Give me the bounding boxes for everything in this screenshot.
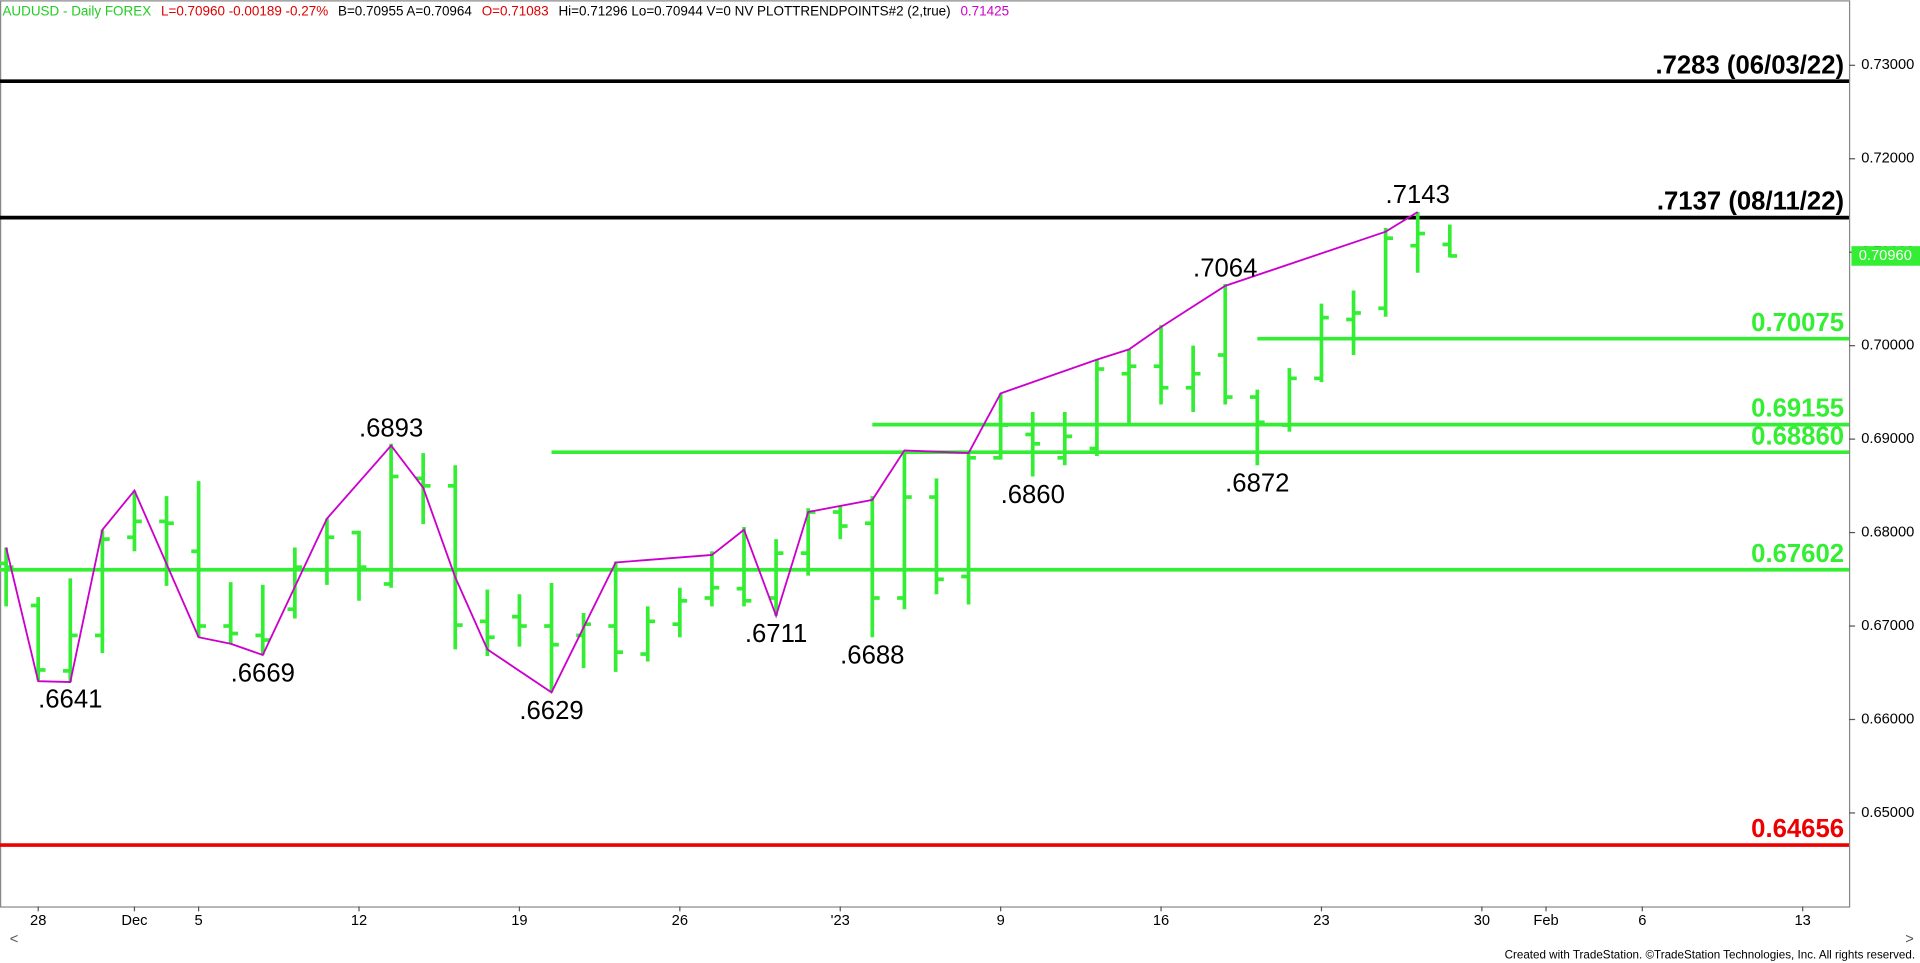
pivot-label: .6641 [38, 686, 102, 714]
last-price-label: 0.70960 [1859, 248, 1912, 264]
header-segment: L=0.70960 -0.00189 -0.27% [161, 3, 328, 18]
x-tick-label: 16 [1153, 913, 1169, 929]
pivot-label: .6893 [359, 415, 423, 443]
x-tick-label: '23 [831, 913, 850, 929]
plot-frame [0, 0, 1851, 908]
scroll-right[interactable]: > [1905, 931, 1914, 947]
pivot-label: .6629 [519, 697, 583, 725]
level-label: 0.67602 [1751, 540, 1844, 568]
footer: Created with TradeStation. ©TradeStation… [1505, 948, 1916, 961]
x-tick-label: 6 [1638, 913, 1646, 929]
y-tick-label: 0.65000 [1861, 805, 1914, 821]
level-label: 0.69155 [1751, 395, 1844, 423]
x-tick-label: Dec [121, 913, 147, 929]
pivot-label: .6669 [231, 659, 295, 687]
y-tick-label: 0.66000 [1861, 711, 1914, 727]
x-tick-label: Feb [1533, 913, 1558, 929]
level-label: 0.70075 [1751, 309, 1844, 337]
x-tick-label: 19 [511, 913, 527, 929]
pivot-label: .6872 [1225, 470, 1289, 498]
header-segment: B=0.70955 A=0.70964 [338, 3, 472, 18]
level-label: .7283 (06/03/22) [1655, 51, 1844, 79]
header-segment: O=0.71083 [482, 3, 549, 18]
x-tick-label: 9 [997, 913, 1005, 929]
level-label: .7137 (08/11/22) [1657, 188, 1844, 216]
header: AUDUSD - Daily FOREX L=0.70960 -0.00189 -… [2, 3, 1009, 18]
x-tick-label: 26 [672, 913, 688, 929]
y-tick-label: 0.68000 [1861, 524, 1914, 540]
header-segment: AUDUSD - Daily FOREX [2, 3, 151, 18]
pivot-label: .6711 [745, 620, 807, 648]
y-tick-label: 0.67000 [1861, 618, 1914, 634]
x-tick-label: 12 [351, 913, 367, 929]
y-tick-label: 0.69000 [1861, 431, 1914, 447]
level-label: 0.64656 [1751, 815, 1844, 843]
pivot-label: .6688 [840, 642, 904, 670]
last-price-box [1851, 246, 1920, 266]
x-tick-label: 30 [1474, 913, 1490, 929]
trend-line [5, 211, 1419, 694]
x-tick-label: 13 [1795, 913, 1811, 929]
header-segment: Hi=0.71296 Lo=0.70944 V=0 NV PLOTTRENDPO… [558, 3, 950, 18]
x-tick-label: 5 [195, 913, 203, 929]
x-tick-label: 28 [30, 913, 46, 929]
scroll-left[interactable]: < [10, 931, 19, 947]
pivot-label: .7143 [1386, 181, 1450, 209]
x-tick-label: 23 [1313, 913, 1329, 929]
header-segment: 0.71425 [960, 3, 1009, 18]
y-tick-label: 0.70000 [1861, 338, 1914, 354]
level-label: 0.68860 [1751, 422, 1844, 450]
y-tick-label: 0.72000 [1861, 151, 1914, 167]
pivot-label: .7064 [1193, 255, 1257, 283]
pivot-label: .6860 [1001, 481, 1065, 509]
y-tick-label: 0.73000 [1861, 57, 1914, 73]
